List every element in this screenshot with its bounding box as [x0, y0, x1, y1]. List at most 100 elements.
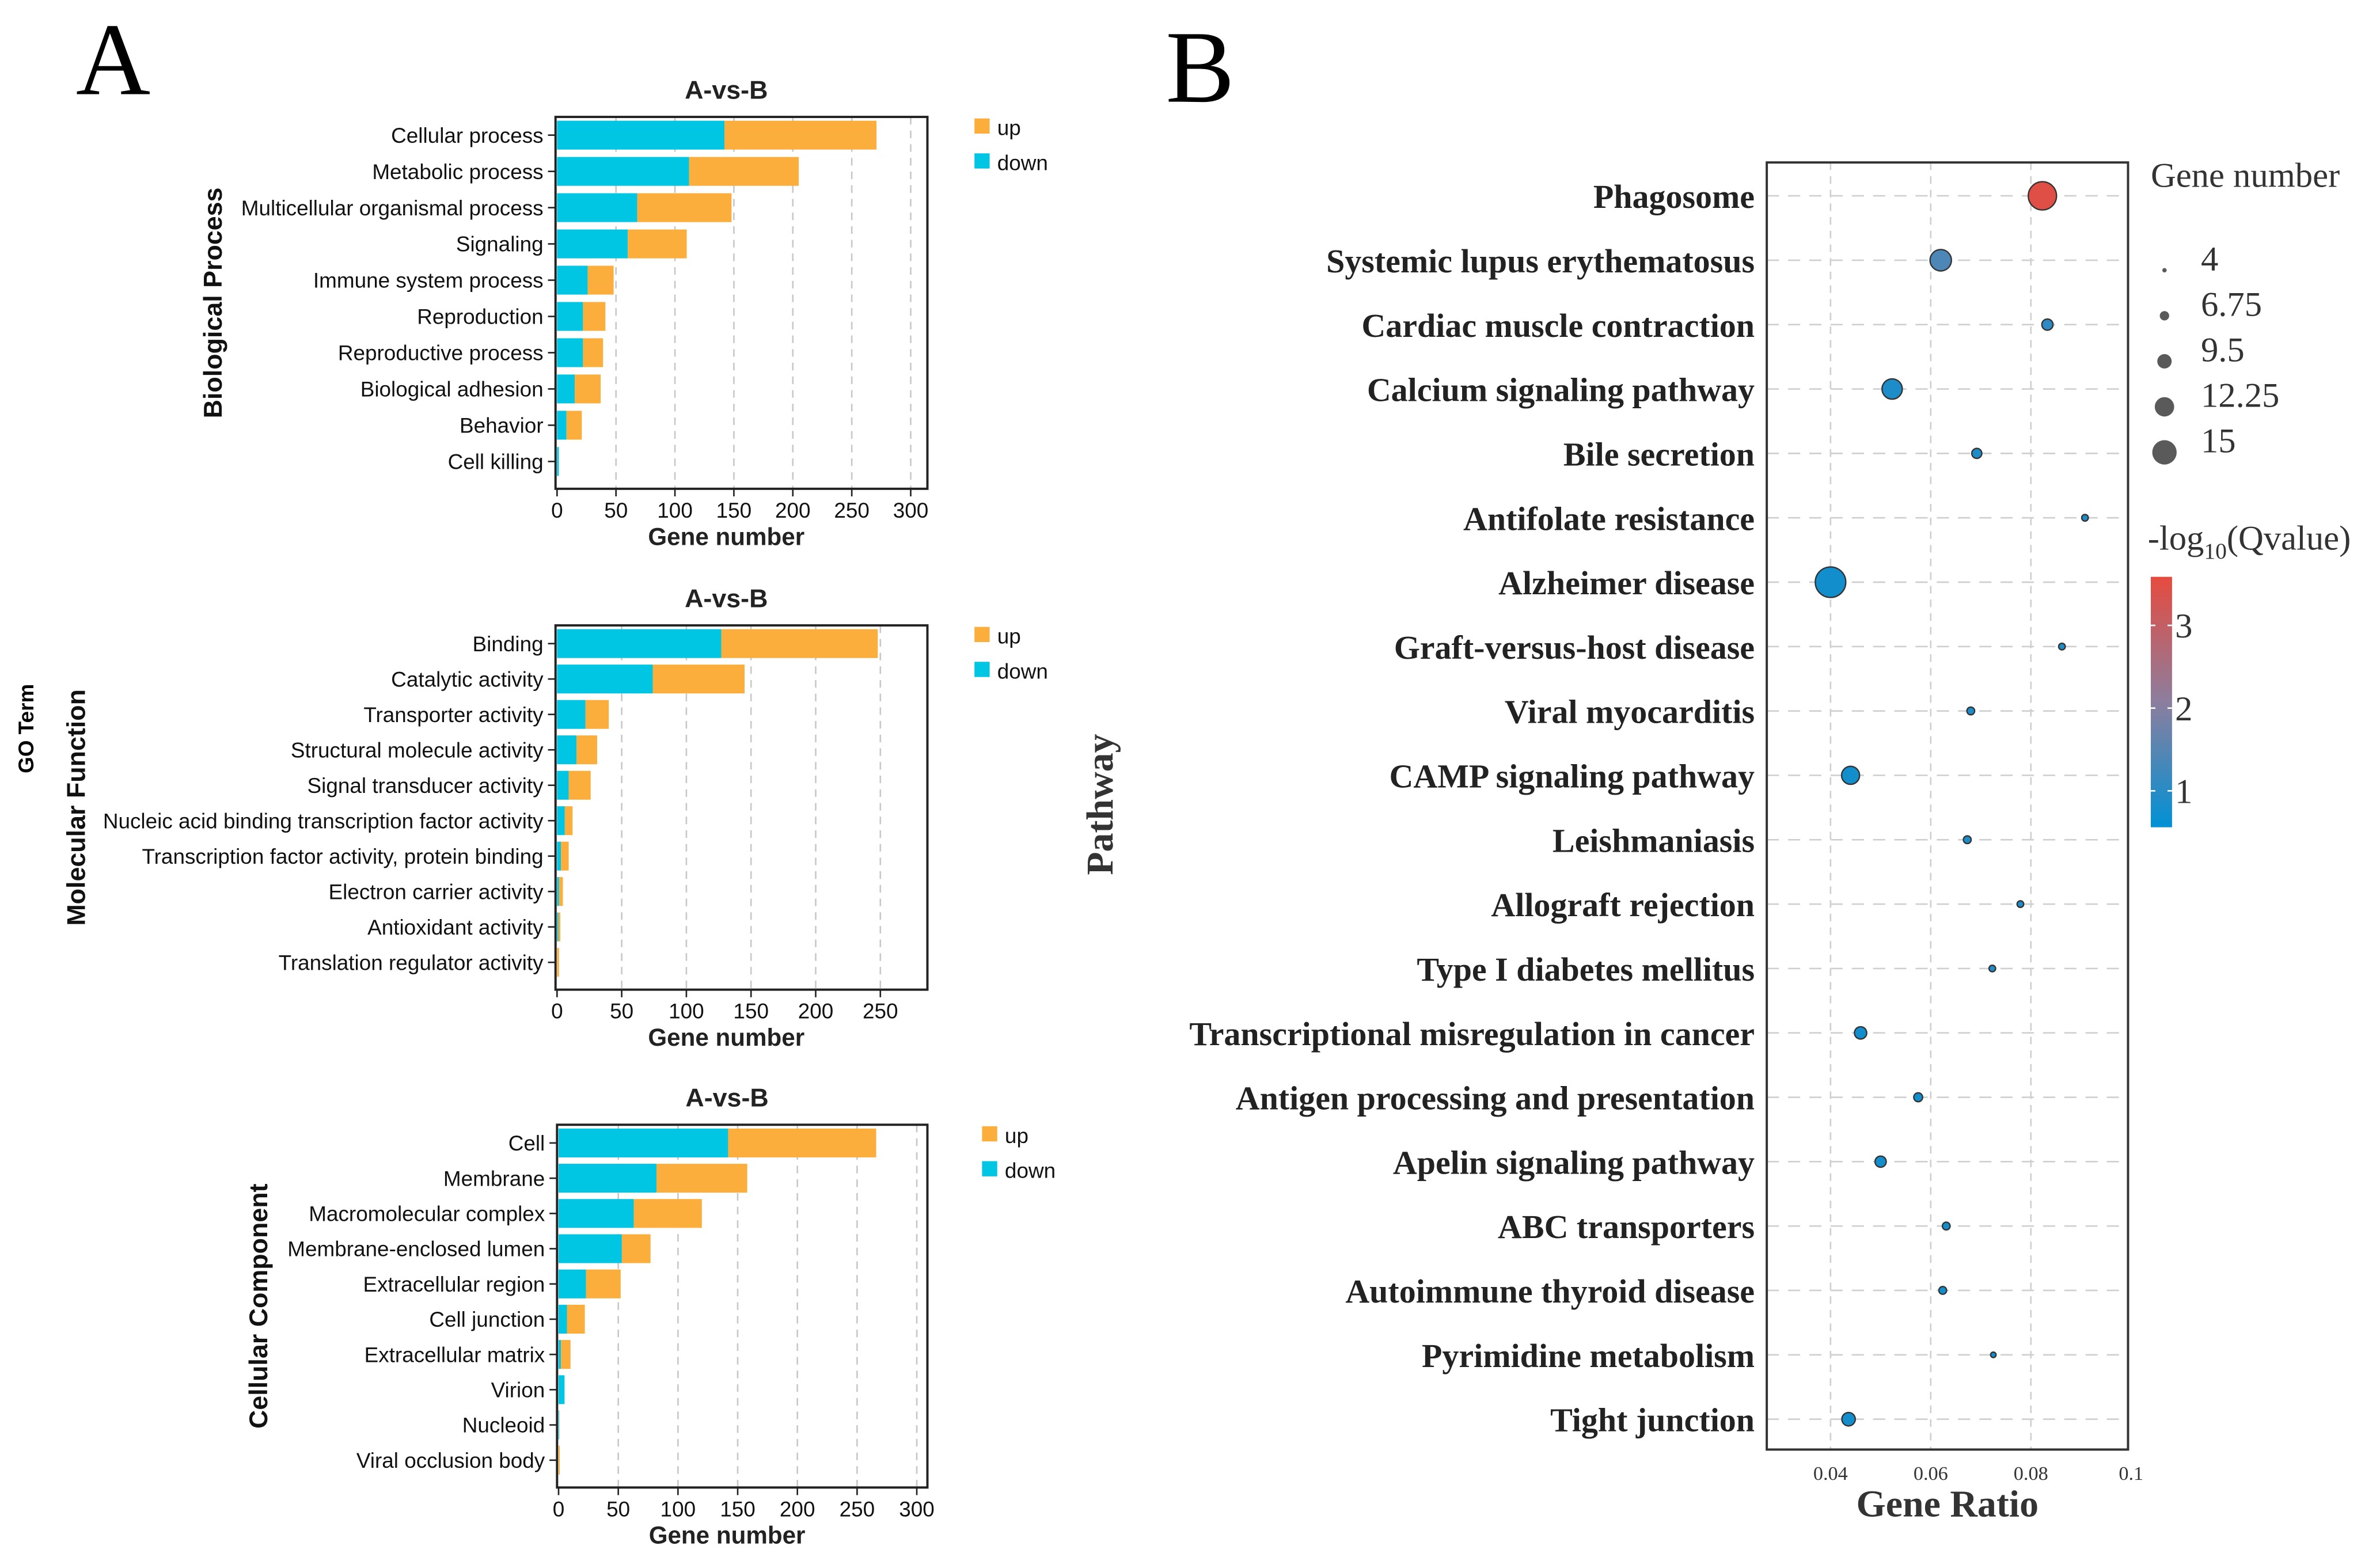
legend-label-up: up	[997, 625, 1021, 648]
bar-up	[587, 265, 614, 295]
size-legend-dot	[2162, 268, 2167, 273]
bubble-point	[1815, 566, 1847, 598]
legend-swatch-up	[974, 627, 990, 643]
colorbar-tick-label: 2	[2175, 690, 2192, 728]
plot-frame	[554, 116, 929, 490]
bar-down	[557, 302, 583, 331]
pathway-label: Graft-versus-host disease	[1394, 629, 1755, 666]
bar-down	[558, 1199, 634, 1228]
category-label: Nucleoid	[462, 1414, 545, 1437]
legend-label-down: down	[997, 151, 1048, 174]
bar-up	[559, 877, 563, 906]
pathway-label: Tight junction	[1550, 1402, 1755, 1439]
bar-down	[557, 700, 586, 729]
bar-down	[558, 1375, 565, 1404]
legend-swatch-down	[974, 153, 990, 169]
bar-up	[621, 1234, 651, 1263]
bar-down	[557, 841, 561, 871]
category-label: Viral occlusion body	[356, 1449, 545, 1472]
x-tick-label: 50	[610, 1000, 633, 1023]
category-label: Immune system process	[313, 269, 544, 293]
category-label: Membrane	[443, 1167, 545, 1190]
bar-down	[558, 1234, 622, 1263]
x-tick-label: 300	[893, 499, 929, 522]
size-legend-label: 4	[2201, 240, 2218, 278]
colorbar-tick-label: 1	[2175, 772, 2192, 811]
x-axis-label: Gene Ratio	[1857, 1483, 2039, 1525]
bubble-point	[1988, 964, 1996, 973]
bar-up	[575, 374, 601, 404]
bubble-point	[1941, 1221, 1951, 1231]
category-label: Transporter activity	[363, 703, 544, 727]
bubble-point	[1990, 1351, 1997, 1358]
bubble-point	[1874, 1155, 1887, 1168]
category-label: Catalytic activity	[391, 667, 544, 691]
x-tick-label: 100	[657, 499, 693, 522]
pathway-label: Systemic lupus erythematosus	[1326, 242, 1755, 280]
legend-label-up: up	[997, 116, 1021, 140]
chart-title: A-vs-B	[685, 1084, 768, 1113]
bubble-point	[2041, 318, 2054, 331]
bar-down	[557, 120, 725, 150]
bar-up	[564, 806, 573, 836]
bar-down	[557, 735, 577, 765]
color-legend-title-sub: 10	[2204, 538, 2227, 564]
category-label: Virion	[491, 1379, 545, 1402]
category-label: Antioxidant activity	[367, 916, 544, 939]
x-tick-label: 300	[899, 1497, 935, 1521]
legend-label-down: down	[997, 659, 1048, 683]
colorbar	[2150, 576, 2172, 827]
bubble-point	[1966, 706, 1976, 716]
size-legend-dot	[2157, 354, 2172, 369]
x-tick-label: 0	[553, 1497, 565, 1521]
category-label: Behavior	[460, 414, 544, 438]
bar-up	[568, 770, 591, 800]
y-axis-label: Molecular Function	[62, 689, 91, 926]
plot-frame	[554, 624, 929, 991]
bar-down	[557, 447, 559, 476]
x-tick-label: 150	[716, 499, 752, 522]
category-label: Extracellular matrix	[365, 1343, 545, 1366]
category-label: Macromolecular complex	[309, 1202, 545, 1225]
x-tick-label: 150	[720, 1497, 756, 1521]
size-legend-dot	[2152, 440, 2177, 465]
y-axis-label: Biological Process	[199, 188, 227, 419]
category-label: Extracellular region	[363, 1273, 545, 1296]
bar-chart-cc: Cell Membrane Macromolecular complex Membra…	[244, 1084, 1056, 1549]
pathway-label: Leishmaniasis	[1552, 822, 1755, 859]
bar-down	[557, 770, 569, 800]
legend-swatch-up	[974, 118, 990, 134]
pathway-label: Pyrimidine metabolism	[1422, 1337, 1755, 1375]
bar-down	[557, 665, 653, 694]
size-legend-label: 9.5	[2201, 331, 2245, 369]
bar-up	[628, 229, 687, 259]
chart-title: A-vs-B	[685, 75, 768, 104]
bubble-point	[1938, 1286, 1948, 1295]
bubble-point	[1881, 378, 1903, 400]
category-label: Biological adhesion	[360, 378, 544, 401]
category-label: Transcription factor activity, protein b…	[142, 845, 543, 868]
color-legend-title-main: -log	[2148, 519, 2204, 557]
category-label: Metabolic process	[372, 160, 543, 184]
x-tick-label: 200	[775, 499, 811, 522]
bar-up	[583, 338, 603, 367]
kegg-bubble-chart: Phagosome Systemic lupus erythematosus Car…	[1079, 156, 2351, 1525]
bar-up	[558, 1445, 560, 1475]
bubble-point	[2058, 642, 2066, 651]
category-label: Structural molecule activity	[291, 738, 544, 762]
size-legend-label: 12.25	[2201, 376, 2279, 415]
y-axis-label: Pathway	[1079, 734, 1121, 875]
x-tick-label: 0	[551, 499, 563, 522]
bubble-point	[2016, 900, 2025, 908]
bar-up	[728, 1128, 876, 1157]
x-tick-label: 100	[669, 1000, 704, 1023]
bar-up	[561, 1340, 571, 1369]
legend-swatch-down	[982, 1161, 997, 1176]
x-tick-label: 0.04	[1813, 1463, 1848, 1485]
pathway-label: Autoimmune thyroid disease	[1345, 1273, 1755, 1310]
category-label: Multicellular organismal process	[241, 196, 544, 220]
bubble-point	[1963, 835, 1972, 845]
bar-up	[724, 120, 877, 150]
category-label: Electron carrier activity	[329, 880, 544, 903]
bar-down	[557, 877, 559, 906]
